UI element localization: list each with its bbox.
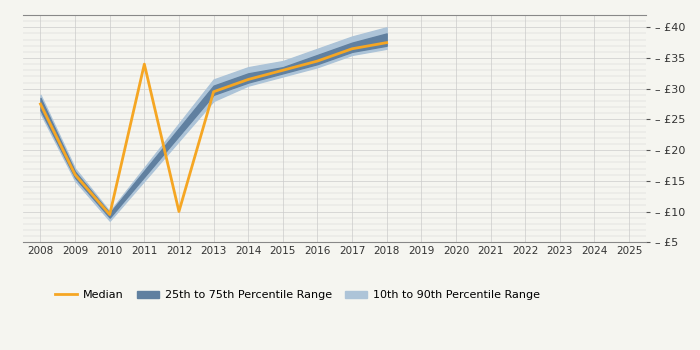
- Legend: Median, 25th to 75th Percentile Range, 10th to 90th Percentile Range: Median, 25th to 75th Percentile Range, 1…: [50, 286, 544, 305]
